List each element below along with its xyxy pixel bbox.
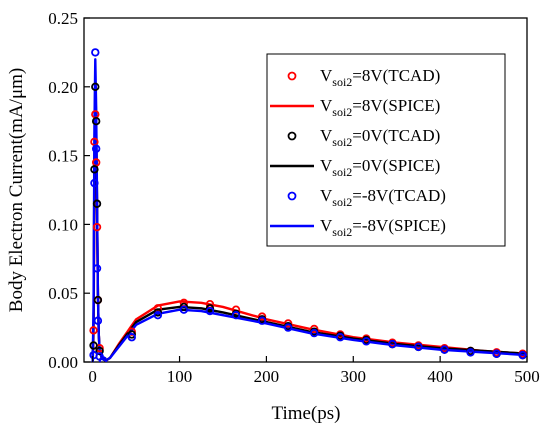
series-marker xyxy=(92,264,102,273)
series-marker xyxy=(127,330,136,339)
y-tick-label: 0.00 xyxy=(48,353,78,372)
y-tick-label: 0.25 xyxy=(48,9,78,28)
series-marker xyxy=(231,305,241,314)
legend-label: Vsoi2=-8V(TCAD) xyxy=(320,186,446,209)
series-layer xyxy=(89,48,527,362)
legend-label: Vsoi2=0V(TCAD) xyxy=(320,126,440,149)
series-marker xyxy=(91,48,100,57)
x-tick-label: 300 xyxy=(341,367,367,386)
series-marker xyxy=(89,341,98,350)
series-marker xyxy=(492,349,501,358)
y-tick-label: 0.20 xyxy=(48,78,78,97)
y-axis-title: Body Electron Current(mA/μm) xyxy=(6,68,27,312)
series-marker xyxy=(362,337,371,346)
x-tick-label: 200 xyxy=(254,367,280,386)
series-marker xyxy=(309,328,319,338)
series-marker xyxy=(90,178,99,188)
series-marker xyxy=(153,308,163,317)
series-marker xyxy=(89,326,98,335)
series-marker xyxy=(92,222,102,232)
series-marker xyxy=(92,199,102,208)
series-line xyxy=(91,58,527,362)
y-tick-label: 0.15 xyxy=(48,147,78,166)
series-marker xyxy=(91,144,101,153)
series-marker xyxy=(179,302,189,312)
legend-marker xyxy=(287,131,297,141)
y-tick-label: 0.10 xyxy=(48,215,78,234)
axes-layer: 0 100 200 300 400 500 0.00 0.05 0.10 0.15 0.20 0.25 xyxy=(48,9,540,386)
series-marker xyxy=(283,323,293,332)
series-marker xyxy=(388,339,397,349)
series-marker xyxy=(257,312,267,321)
series-marker xyxy=(518,350,527,360)
series-marker xyxy=(179,305,189,314)
series-marker xyxy=(95,346,104,356)
x-tick-label: 100 xyxy=(167,367,193,386)
x-axis-title: Time(ps) xyxy=(272,403,341,424)
legend-label: Vsoi2=8V(SPICE) xyxy=(320,96,440,119)
x-tick-label: 400 xyxy=(427,367,453,386)
series-marker xyxy=(127,333,136,342)
y-tick-label: 0.05 xyxy=(48,284,78,303)
series-marker xyxy=(440,345,449,354)
series-marker xyxy=(283,319,293,328)
plot-frame xyxy=(83,17,528,363)
x-tick-label: 500 xyxy=(514,367,540,386)
series-marker xyxy=(91,116,101,126)
legend-marker xyxy=(287,191,297,201)
series-marker xyxy=(309,324,319,334)
series-marker xyxy=(153,311,163,320)
series-marker xyxy=(414,342,423,352)
series-marker xyxy=(93,316,103,325)
legend-label: Vsoi2=-8V(SPICE) xyxy=(320,216,446,239)
series-marker xyxy=(336,333,345,342)
series-marker xyxy=(93,295,103,305)
legend: Vsoi2=8V(TCAD) Vsoi2=8V(SPICE) Vsoi2=0V(TC… xyxy=(266,53,506,247)
legend-label: Vsoi2=8V(TCAD) xyxy=(320,66,440,89)
series-marker xyxy=(205,306,215,316)
legend-marker xyxy=(287,71,297,81)
series-marker xyxy=(257,316,267,325)
legend-box xyxy=(266,53,506,247)
series-marker xyxy=(466,348,475,357)
series-marker xyxy=(127,327,136,336)
series-marker xyxy=(90,165,99,174)
series-marker xyxy=(91,82,100,91)
series-marker xyxy=(98,356,108,362)
series-marker xyxy=(205,304,215,313)
x-tick-label: 0 xyxy=(88,367,97,386)
series-marker xyxy=(231,311,241,320)
legend-label: Vsoi2=0V(SPICE) xyxy=(320,156,440,179)
